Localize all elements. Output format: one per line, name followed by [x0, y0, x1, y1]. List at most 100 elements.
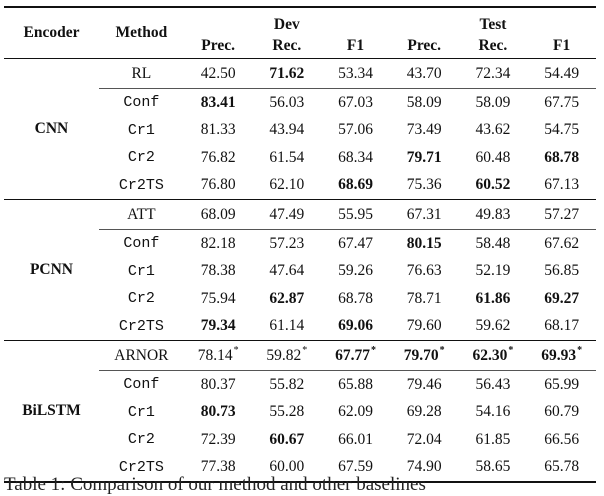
- table-cell: 80.37: [183, 370, 253, 399]
- table-cell: 81.33: [184, 117, 253, 145]
- table-cell: 56.03: [252, 88, 322, 117]
- cell-value: 47.64: [269, 262, 305, 280]
- header-row-columns: Prec. Rec. F1 Prec. Rec. F1: [4, 34, 596, 59]
- cell-value: 65.99: [544, 375, 580, 393]
- cell-value: 61.54: [269, 148, 305, 166]
- table-cell: 60.00: [253, 454, 322, 483]
- table-row: CNN RL 42.50 71.62 53.34 43.70 72.34 54.49: [4, 58, 596, 137]
- cell-value: 43.94: [269, 121, 305, 139]
- cell-value: 59.26: [338, 262, 373, 280]
- cell-value: 60.52: [475, 176, 511, 194]
- table-row: Cr1 81.33 43.94 57.06 73.49 43.62 54.75: [4, 117, 596, 145]
- cell-value: 61.14: [269, 317, 305, 335]
- cell-value: 61.85: [475, 430, 511, 448]
- table-cell: 76.82: [184, 144, 253, 172]
- cell-value: 78.14: [197, 346, 233, 364]
- cell-value: 67.77: [335, 346, 370, 364]
- cell-value: 69.93: [541, 346, 577, 364]
- table-cell: 68.17: [527, 313, 596, 341]
- col-test-rec: Rec.: [478, 37, 508, 54]
- table-cell: 54.49: [527, 59, 596, 89]
- cell-value: 72.34: [475, 64, 511, 82]
- cell-value: 65.88: [338, 375, 373, 393]
- table-row: Cr2 75.94 62.87 68.78 78.71 61.86 69.27: [4, 285, 596, 313]
- cell-value: 59.62: [475, 317, 511, 335]
- table-cell: 68.78: [321, 285, 390, 313]
- cell-value: 47.49: [269, 205, 305, 223]
- table-cell: 47.49: [253, 200, 322, 230]
- method-label: Cr2TS: [118, 176, 164, 194]
- table-cell: 61.54: [253, 144, 322, 172]
- table-row: Cr2 72.39 60.67 66.01 72.04 61.85 66.56: [4, 426, 596, 454]
- table-cell: 74.90: [390, 454, 459, 483]
- cell-value: 62.30: [472, 346, 508, 364]
- table-cell: 58.09: [389, 88, 459, 117]
- cell-value: 68.17: [544, 317, 580, 335]
- method-label: ARNOR: [114, 346, 169, 364]
- col-dev-f1: F1: [346, 37, 365, 54]
- table-row: Cr2TS 79.34 61.14 69.06 79.60 59.62 68.17: [4, 313, 596, 341]
- cell-value: 55.95: [338, 205, 373, 223]
- cell-value: 58.09: [475, 93, 511, 111]
- cell-value: 67.03: [338, 93, 373, 111]
- table-cell: 62.87: [253, 285, 322, 313]
- cell-value: 75.36: [406, 176, 442, 194]
- cell-value: 58.48: [475, 234, 511, 252]
- table-cell: 69.93*: [527, 341, 596, 371]
- col-test-f1: F1: [553, 37, 571, 54]
- table-cell: 58.48: [458, 229, 528, 258]
- col-dev-prec: Prec.: [201, 37, 235, 54]
- cell-value: 74.90: [406, 458, 442, 476]
- cell-value: 58.65: [475, 458, 511, 476]
- table-cell: 80.73: [184, 399, 253, 427]
- cell-value: 67.75: [544, 93, 580, 111]
- cell-value: 83.41: [200, 93, 236, 111]
- cell-value: 62.87: [269, 289, 305, 307]
- table-row: Cr2TS 76.80 62.10 68.69 75.36 60.52 67.13: [4, 172, 596, 200]
- table-cell: 79.70*: [390, 341, 459, 371]
- table-cell: 67.03: [321, 88, 390, 117]
- encoder-label: CNN: [34, 120, 69, 137]
- table-row: BiLSTM ARNOR 78.14* 59.82* 67.77* 79.70* 62.30…: [4, 340, 596, 419]
- cell-value: 79.34: [200, 317, 236, 335]
- table-cell: 42.50: [184, 59, 253, 89]
- table-cell: 56.43: [458, 370, 528, 399]
- method-label: Conf: [98, 229, 184, 258]
- table-caption: Table 1: Comparison of our method and ot…: [4, 474, 426, 495]
- cell-value: 75.94: [200, 289, 236, 307]
- table-cell: 60.48: [459, 144, 528, 172]
- cell-value: 53.34: [338, 64, 373, 82]
- table-row: Cr1 80.73 55.28 62.09 69.28 54.16 60.79: [4, 399, 596, 427]
- table-cell: 67.31: [390, 200, 459, 230]
- cell-value: 68.34: [338, 148, 373, 166]
- table-cell: 57.23: [252, 229, 322, 258]
- table-cell: 75.36: [390, 172, 459, 200]
- cell-value: 67.31: [406, 205, 442, 223]
- significance-mark: *: [508, 344, 514, 356]
- method-label: Cr1: [127, 121, 155, 139]
- table-cell: 55.28: [253, 399, 322, 427]
- significance-mark: *: [577, 344, 583, 356]
- table-cell: 57.06: [321, 117, 390, 145]
- cell-value: 66.56: [544, 430, 580, 448]
- cell-value: 56.43: [475, 375, 511, 393]
- cell-value: 59.82: [266, 346, 302, 364]
- cell-value: 78.71: [406, 289, 442, 307]
- cell-value: 60.00: [269, 458, 305, 476]
- dev-header: Dev: [273, 16, 300, 33]
- table-cell: 67.13: [527, 172, 596, 200]
- table-row: Cr1 78.38 47.64 59.26 76.63 52.19 56.85: [4, 258, 596, 286]
- cell-value: 58.09: [406, 93, 442, 111]
- cell-value: 43.70: [406, 64, 442, 82]
- table-row: Conf 80.37 55.82 65.88 79.46 56.43 65.99: [4, 370, 596, 399]
- table-cell: 79.60: [390, 313, 459, 341]
- table-cell: 79.71: [390, 144, 459, 172]
- table-cell: 67.47: [321, 229, 390, 258]
- table-cell: 52.19: [459, 258, 528, 286]
- table-cell: 79.34: [184, 313, 253, 341]
- method-label: Cr2: [127, 431, 155, 449]
- table-cell: 61.86: [459, 285, 528, 313]
- table-cell: 67.62: [527, 229, 596, 258]
- cell-value: 52.19: [475, 262, 511, 280]
- cell-value: 43.62: [475, 121, 511, 139]
